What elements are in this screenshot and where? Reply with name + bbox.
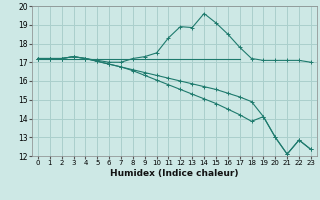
X-axis label: Humidex (Indice chaleur): Humidex (Indice chaleur) xyxy=(110,169,239,178)
